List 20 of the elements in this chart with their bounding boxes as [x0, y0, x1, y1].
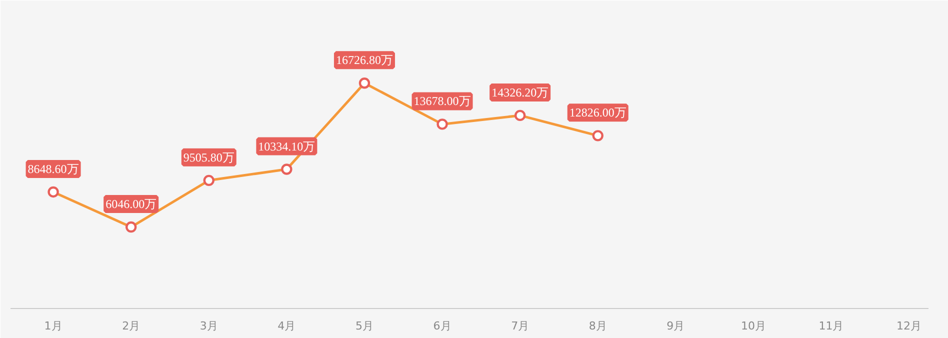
data-label: 13678.00万: [414, 94, 471, 108]
data-label: 10334.10万: [258, 139, 316, 154]
x-tick-label: 12月: [896, 320, 922, 332]
x-tick-label: 5月: [355, 320, 374, 332]
x-tick-label: 6月: [433, 320, 452, 332]
x-tick-label: 10月: [740, 320, 766, 332]
x-tick-label: 1月: [44, 320, 62, 332]
data-label: 16726.80万: [336, 53, 393, 68]
data-label: 6046.00万: [106, 197, 157, 212]
x-tick-label: 9月: [666, 320, 685, 332]
data-label: 12826.00万: [569, 106, 626, 120]
x-tick-label: 7月: [511, 320, 530, 332]
data-label: 14326.20万: [492, 85, 549, 100]
x-tick-label: 8月: [588, 320, 607, 332]
data-label: 8648.60万: [28, 162, 79, 176]
x-tick-label: 4月: [278, 320, 296, 332]
data-label: 9505.80万: [183, 150, 234, 164]
x-tick-label: 11月: [818, 320, 844, 332]
x-tick-label: 2月: [122, 320, 140, 332]
x-tick-label: 3月: [200, 320, 218, 332]
